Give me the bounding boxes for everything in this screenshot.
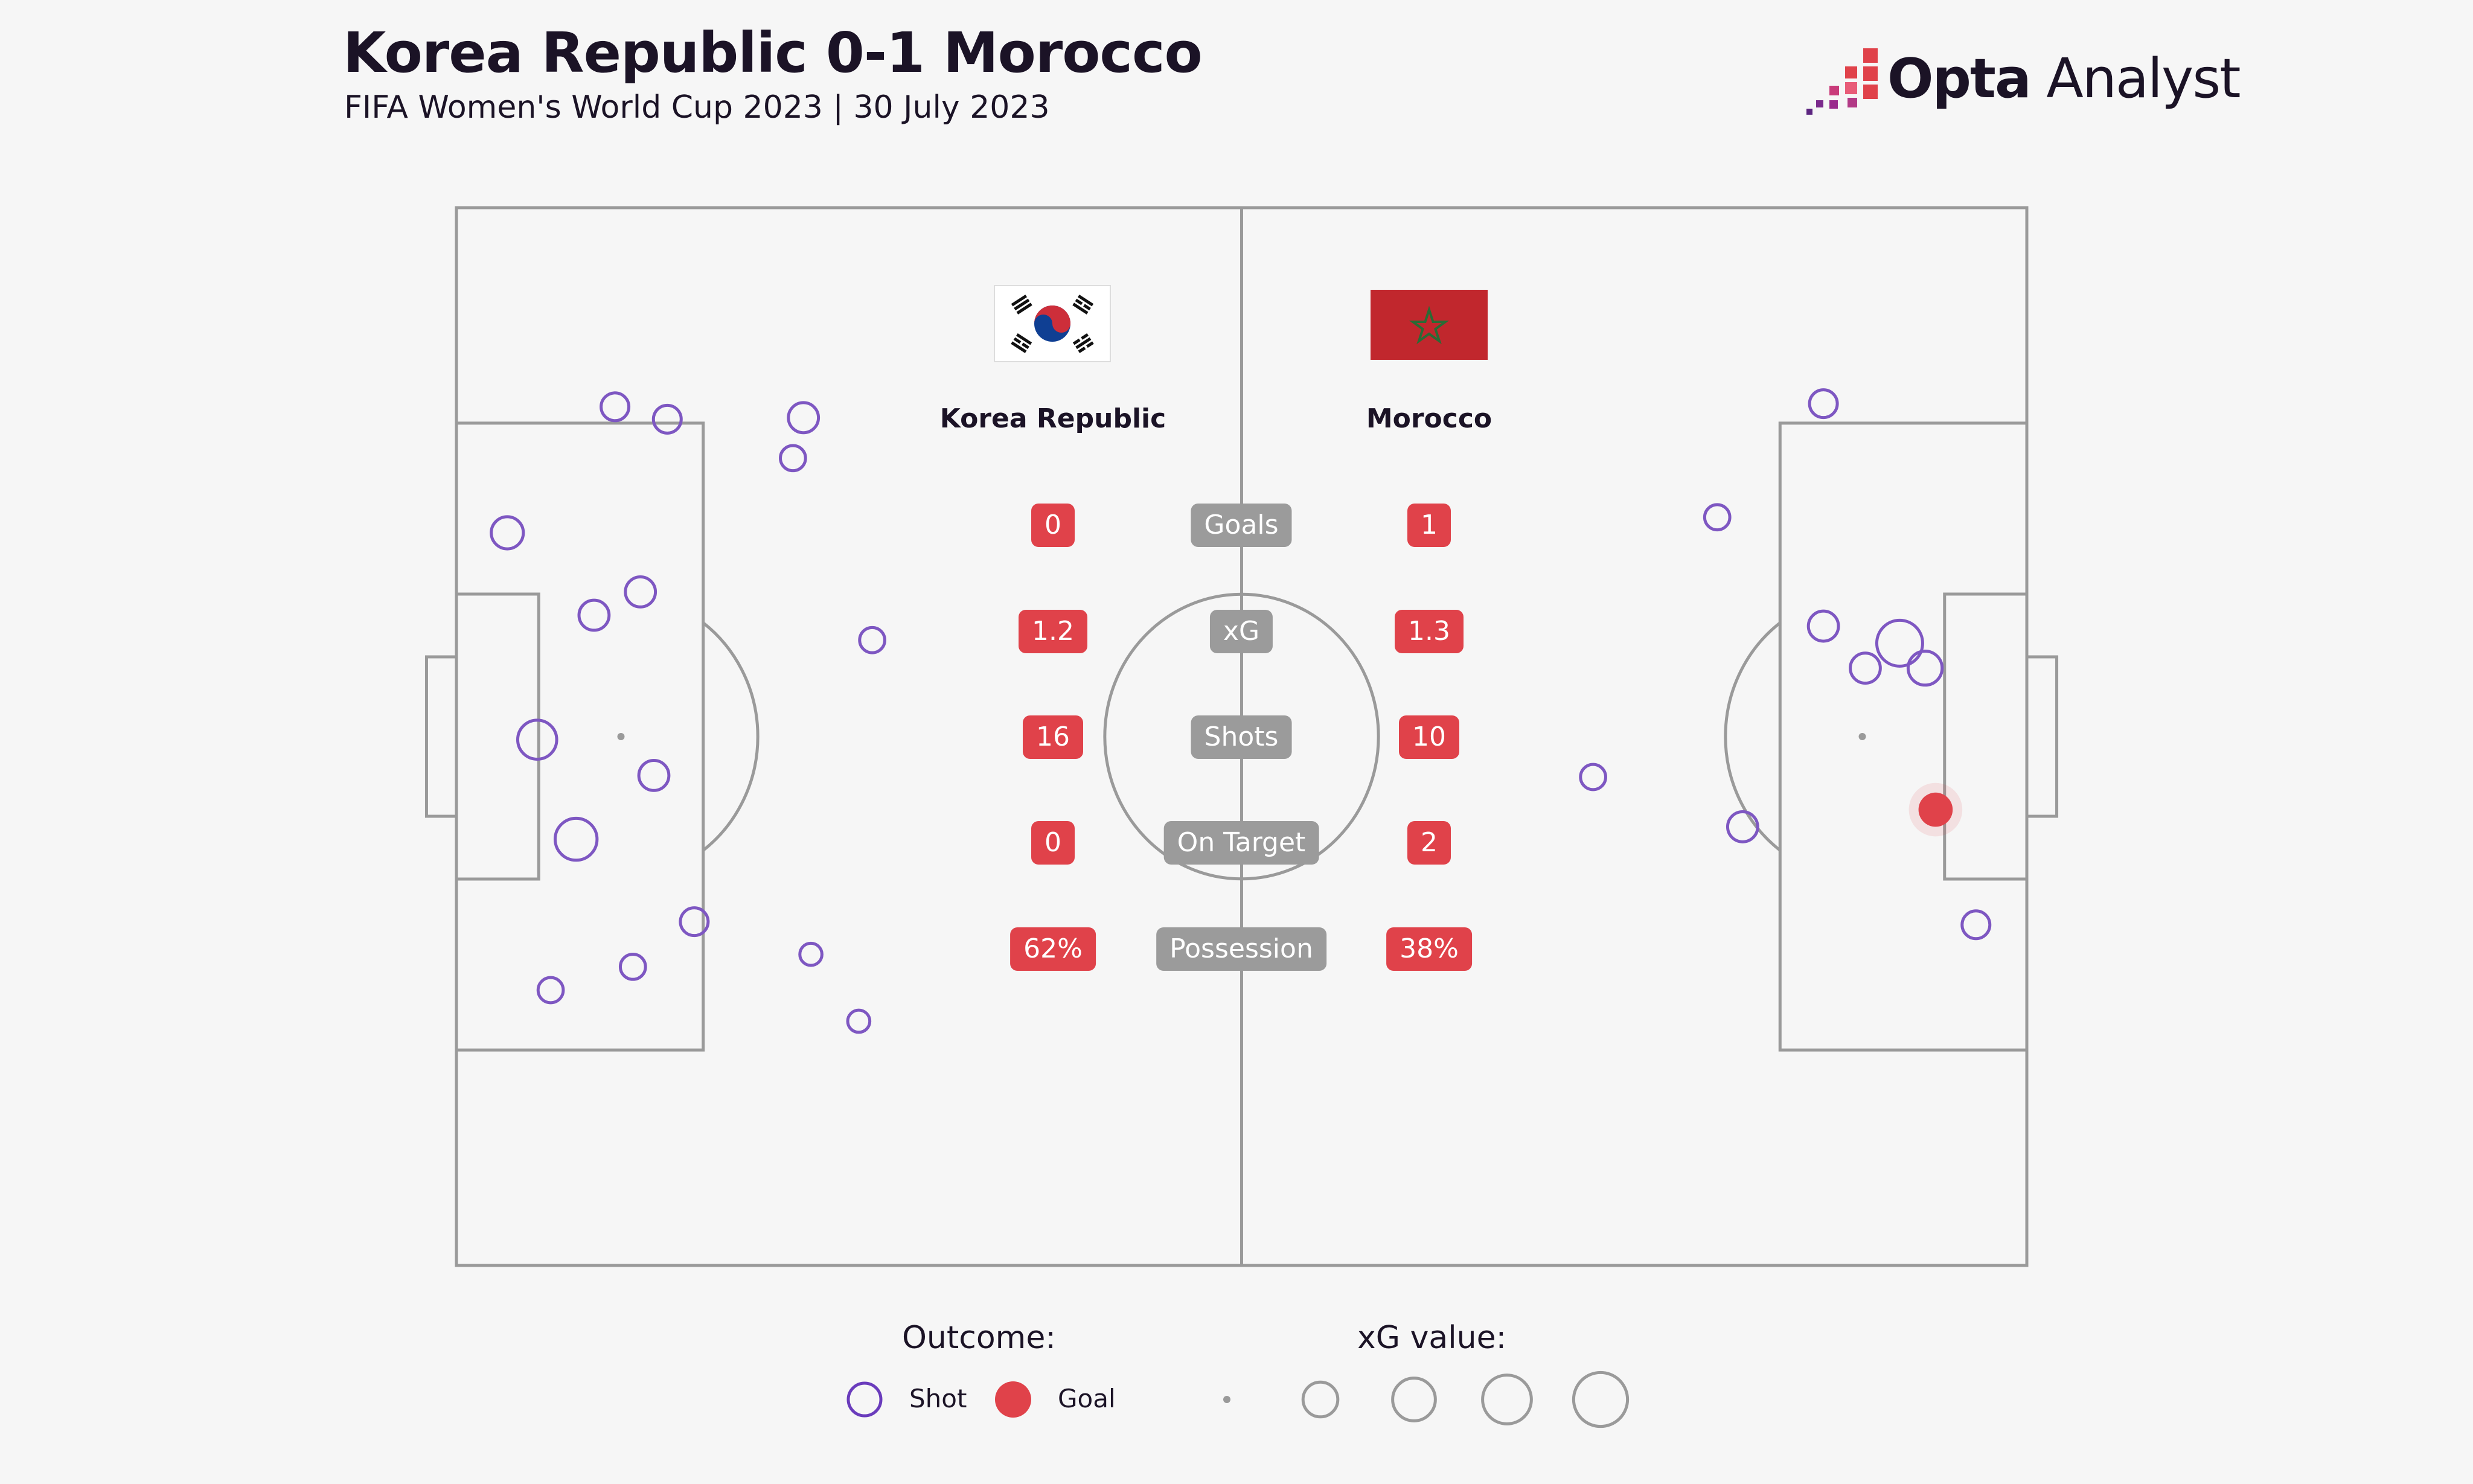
opta-analyst-logo: Opta Analyst xyxy=(1805,42,2241,121)
centre-circle xyxy=(1103,592,1380,881)
shot-marker xyxy=(637,759,671,792)
left-penalty-spot xyxy=(617,733,625,740)
shot-marker xyxy=(490,515,525,551)
shot-marker xyxy=(553,816,599,862)
shot-marker xyxy=(600,391,631,423)
legend-outcome-title: Outcome: xyxy=(902,1320,1056,1356)
away-goals-value: 1 xyxy=(1407,504,1451,547)
chart-title: Korea Republic 0-1 Morocco xyxy=(343,21,1203,85)
shot-marker xyxy=(846,1008,872,1034)
right-penalty-arc xyxy=(1724,621,1781,852)
shot-marker xyxy=(618,952,647,981)
possession-label: Possession xyxy=(1156,927,1326,971)
home-xg-value: 1.2 xyxy=(1019,610,1087,653)
legend-goal-label: Goal xyxy=(1058,1384,1116,1413)
legend-xg-marker xyxy=(1572,1370,1630,1428)
logo-light-text: Analyst xyxy=(2030,47,2241,110)
home-team-name: Korea Republic xyxy=(939,403,1166,434)
south-korea-flag-icon xyxy=(994,285,1111,362)
xg-label: xG xyxy=(1209,610,1273,653)
shot-marker xyxy=(858,625,887,654)
morocco-flag-icon xyxy=(1371,290,1488,360)
shot-markers xyxy=(490,388,1992,1034)
opta-analyst-wordmark: Opta Analyst xyxy=(1887,47,2241,110)
shot-marker xyxy=(787,401,821,435)
home-on-target-value: 0 xyxy=(1031,821,1075,865)
right-penalty-spot xyxy=(1858,733,1866,740)
shot-marker xyxy=(624,575,657,609)
left-penalty-arc xyxy=(702,621,760,852)
right-penalty-area xyxy=(1778,421,2029,1052)
legend-xg-marker xyxy=(1223,1396,1230,1403)
legend-xg-marker xyxy=(1481,1374,1533,1425)
left-goal-area xyxy=(455,592,540,881)
on-target-label: On Target xyxy=(1163,821,1319,865)
shots-label: Shots xyxy=(1191,715,1292,759)
shot-marker xyxy=(798,941,824,967)
away-on-target-value: 2 xyxy=(1407,821,1451,865)
right-goal-area xyxy=(1943,592,2029,881)
home-possession-value: 62% xyxy=(1010,927,1096,971)
shot-marker xyxy=(1906,649,1944,687)
legend-shot-icon xyxy=(846,1381,883,1418)
legend-xg-marker xyxy=(1301,1380,1340,1419)
away-xg-value: 1.3 xyxy=(1395,610,1464,653)
logo-bold-text: Opta xyxy=(1887,47,2032,110)
shot-marker xyxy=(1960,909,1992,941)
shot-marker xyxy=(1579,763,1607,792)
shot-marker xyxy=(1726,810,1759,843)
legend-markers xyxy=(846,1370,1630,1428)
shot-marker xyxy=(1806,609,1840,643)
shot-marker xyxy=(679,906,710,938)
away-team-name: Morocco xyxy=(1366,403,1492,434)
legend-xg-title: xG value: xyxy=(1357,1320,1507,1356)
shot-marker xyxy=(1703,503,1732,532)
away-shots-value: 10 xyxy=(1399,715,1459,759)
shot-marker xyxy=(1875,618,1924,668)
shot-marker xyxy=(1849,651,1882,685)
left-penalty-area xyxy=(455,421,705,1052)
home-shots-value: 16 xyxy=(1023,715,1083,759)
shot-marker xyxy=(577,598,611,632)
goal-marker xyxy=(1918,792,1953,827)
shot-marker xyxy=(536,976,565,1005)
opta-logo-mark-icon xyxy=(1806,48,1878,115)
chart-subtitle: FIFA Women's World Cup 2023 | 30 July 20… xyxy=(344,89,1050,126)
goals-label: Goals xyxy=(1191,504,1292,547)
shot-marker xyxy=(516,718,558,761)
away-possession-value: 38% xyxy=(1386,927,1472,971)
legend-xg-marker xyxy=(1391,1377,1437,1422)
shot-marker xyxy=(779,444,807,473)
right-goal xyxy=(2025,655,2059,818)
left-goal xyxy=(424,655,458,818)
home-goals-value: 0 xyxy=(1031,504,1075,547)
shot-marker xyxy=(1808,388,1839,420)
legend-goal-icon xyxy=(995,1381,1031,1418)
shot-marker xyxy=(651,403,683,435)
legend-shot-label: Shot xyxy=(909,1384,967,1413)
